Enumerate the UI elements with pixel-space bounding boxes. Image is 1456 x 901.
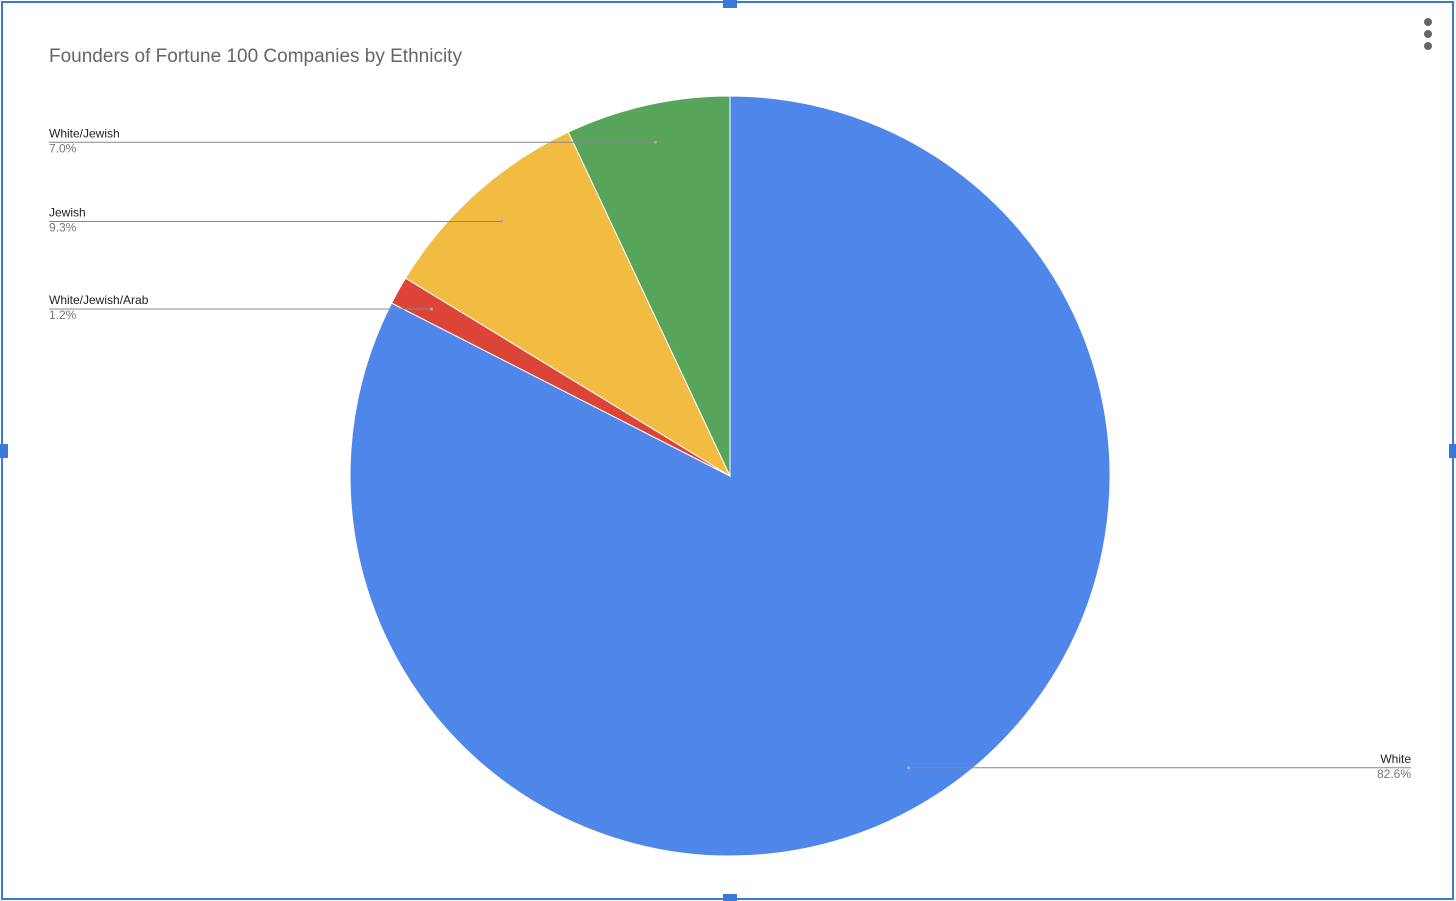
pie-slice [567, 95, 731, 477]
chart-title: Founders of Fortune 100 Companies by Eth… [49, 46, 462, 67]
slice-value-label: 7.0% [49, 141, 77, 155]
slice-label: White [1380, 752, 1411, 766]
slice-label: White/Jewish/Arab [49, 293, 149, 307]
slice-label: White/Jewish [49, 126, 120, 140]
handle[interactable] [1449, 444, 1456, 458]
slice-value-label: 82.6% [1377, 767, 1411, 781]
slice-value-label: 1.2% [49, 308, 77, 322]
leader-dot [500, 219, 504, 223]
menu-dot [1424, 42, 1432, 50]
handle[interactable] [723, 0, 737, 8]
leader-dot [653, 140, 657, 144]
menu-button[interactable] [1424, 18, 1432, 50]
leader-dot [430, 307, 434, 311]
handle[interactable] [0, 444, 8, 458]
menu-dot [1424, 30, 1432, 38]
menu-dot [1424, 18, 1432, 26]
handle[interactable] [723, 894, 737, 901]
leader-dot [907, 766, 911, 770]
slice-value-label: 9.3% [49, 221, 77, 235]
slice-label: Jewish [49, 206, 86, 220]
pie-slice [404, 131, 732, 478]
